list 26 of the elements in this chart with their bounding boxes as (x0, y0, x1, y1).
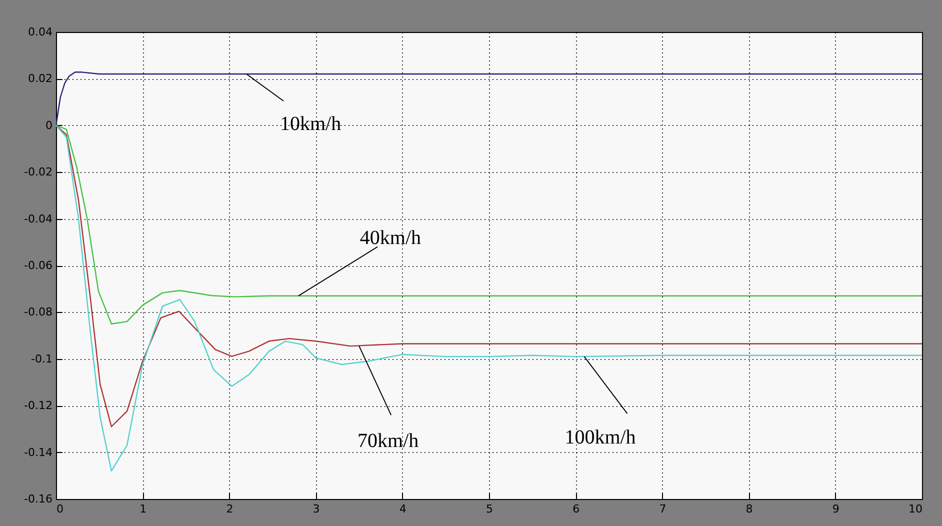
x-tick-label: 5 (486, 502, 493, 516)
x-tick-label: 2 (226, 502, 234, 516)
x-tick-label: 3 (312, 502, 320, 516)
annotation: 10km/h (280, 113, 342, 136)
y-tick-label: -0.14 (24, 446, 52, 459)
y-tick-label: -0.04 (24, 212, 52, 226)
y-tick-label: -0.12 (24, 399, 52, 412)
annotation: 100km/h (564, 426, 636, 449)
annotation: 70km/h (358, 430, 419, 452)
x-tick-label: 7 (659, 502, 666, 516)
y-tick-label: -0.1 (31, 352, 52, 366)
y-tick-label: -0.08 (24, 306, 52, 319)
x-tick-label: 8 (746, 502, 753, 516)
x-tick-label: 10 (908, 502, 922, 516)
y-tick-label: -0.16 (24, 492, 52, 506)
x-tick-label: 4 (399, 502, 406, 516)
y-tick-label: 0 (46, 118, 52, 132)
y-tick-label: 0.02 (28, 72, 52, 86)
y-tick-label: 0.04 (28, 26, 52, 38)
x-tick-label: 9 (832, 502, 840, 516)
annotation: 40km/h (360, 226, 422, 249)
x-tick-label: 6 (572, 502, 580, 516)
y-tick-label: -0.06 (24, 259, 52, 272)
x-tick-label: 1 (140, 502, 147, 516)
x-tick-label: 0 (56, 502, 64, 516)
y-tick-label: -0.02 (24, 166, 52, 179)
